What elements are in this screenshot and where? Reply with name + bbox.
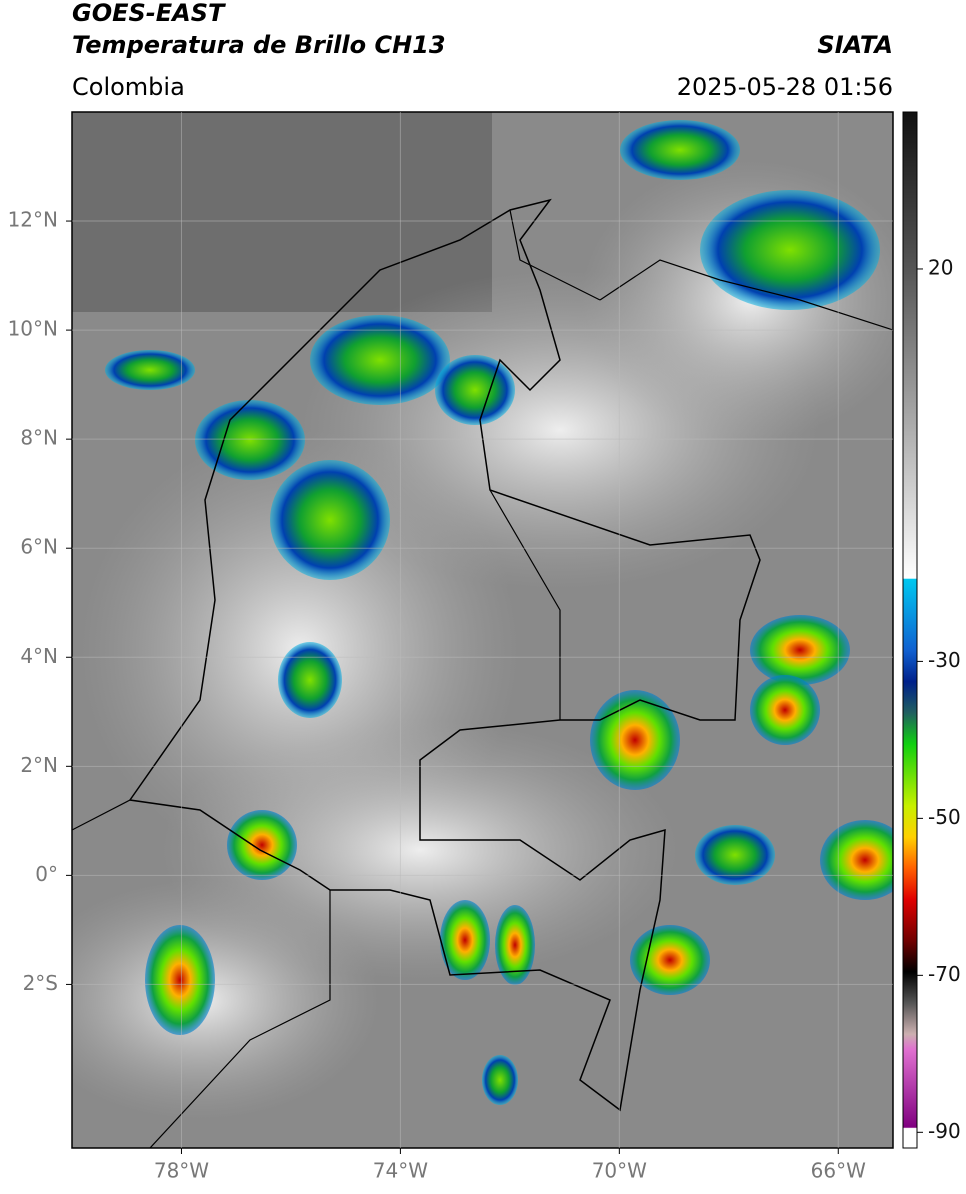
lat-tick-label: 10°N — [8, 317, 58, 341]
lat-tick-label: 8°N — [20, 426, 58, 450]
colorbar-tick-label: -90 — [928, 1119, 961, 1143]
lon-tick-label: 78°W — [154, 1159, 209, 1183]
lon-tick-label: 66°W — [811, 1159, 866, 1183]
lon-tick-label: 74°W — [373, 1159, 428, 1183]
colorbar-tick-label: -50 — [928, 805, 961, 829]
colorbar-tick-label: 20 — [928, 255, 953, 279]
lat-tick-label: 2°N — [20, 753, 58, 777]
subtitle: Temperatura de Brillo CH13 — [72, 31, 446, 59]
lat-tick-label: 0° — [35, 862, 58, 886]
satellite-image — [72, 112, 893, 1148]
source: SIATA — [817, 31, 893, 59]
colorbar — [902, 111, 918, 1149]
lat-tick-label: 12°N — [8, 208, 58, 232]
lat-tick-label: 2°S — [23, 971, 58, 995]
colorbar-tick-label: -70 — [928, 962, 961, 986]
colorbar-tick-label: -30 — [928, 648, 961, 672]
map-frame — [71, 111, 894, 1149]
title: GOES-EAST — [72, 0, 226, 27]
timestamp: 2025-05-28 01:56 — [677, 73, 893, 101]
lon-tick-label: 70°W — [592, 1159, 647, 1183]
region: Colombia — [72, 73, 185, 101]
lat-tick-label: 4°N — [20, 644, 58, 668]
lat-tick-label: 6°N — [20, 535, 58, 559]
